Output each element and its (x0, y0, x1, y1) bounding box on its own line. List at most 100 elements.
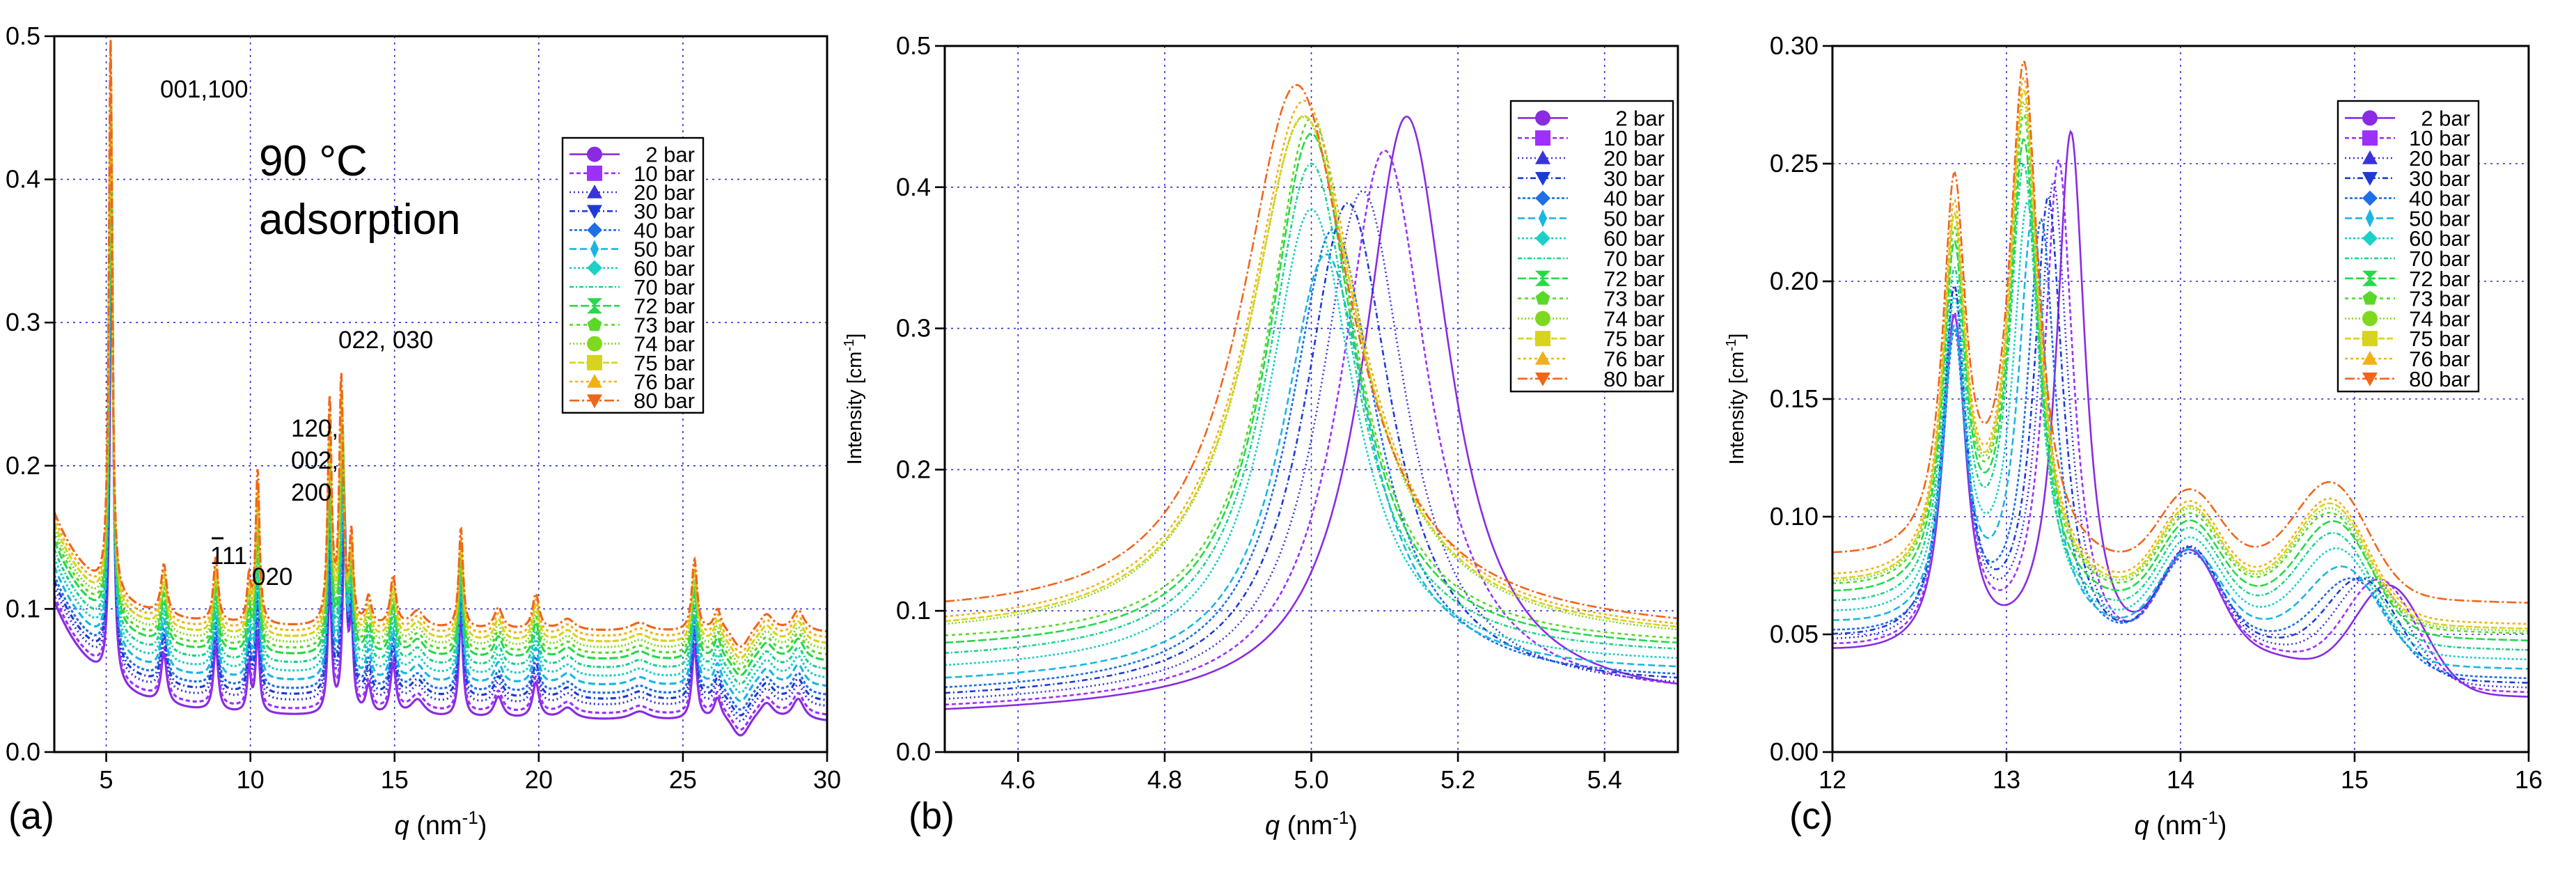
panel-c: 12 13 14 15 16 0.00 0.05 0.10 0.15 0.20 0.25 0.30 q … (1724, 31, 2543, 840)
series-line-80-bar (944, 84, 1679, 620)
x-axis-label-q: q (395, 811, 409, 840)
legend-marker (2362, 311, 2378, 327)
legend-label: 76 bar (2409, 347, 2470, 371)
peak-annotation: 022, 030 (338, 327, 433, 354)
y-tick-label: 0.1 (6, 594, 40, 623)
legend-marker (2362, 331, 2378, 347)
series-line-74-bar (1832, 101, 2529, 632)
series-line-73-bar (53, 90, 827, 671)
x-axis-label: q (nm-1) (395, 807, 487, 840)
series-line-40-bar (1832, 217, 2529, 680)
condition-temperature: 90 °C (259, 137, 368, 185)
legend-marker (587, 260, 602, 276)
legend-label: 2 bar (2421, 106, 2470, 130)
y-axis-label-text: Intensity [cm (1726, 352, 1748, 465)
legend-label: 10 bar (2409, 126, 2470, 150)
x-axis-label-sup: -1 (462, 807, 478, 828)
y-tick-label: 0.05 (1770, 620, 1819, 648)
legend-label: 50 bar (634, 237, 695, 262)
series-line-75-bar (944, 114, 1679, 628)
legend-label: 74 bar (634, 332, 695, 357)
y-tick-label: 0.5 (896, 31, 931, 60)
legend-label: 60 bar (2409, 226, 2470, 251)
series-line-2-bar (53, 203, 828, 737)
series-line-50-bar (1832, 215, 2529, 670)
series-line-70-bar (1832, 163, 2529, 651)
series-line-75-bar (53, 63, 828, 659)
legend-marker (2362, 290, 2378, 305)
peak-annotation: 120, (291, 415, 338, 442)
legend-label: 20 bar (2409, 146, 2470, 171)
peak-annotation: 020 (252, 563, 292, 590)
y-tick-label: 0.20 (1770, 267, 1819, 295)
legend-label: 10 bar (1603, 126, 1665, 150)
legend-label: 72 bar (634, 294, 695, 318)
series-line-40-bar (944, 228, 1679, 689)
legend-marker (1535, 190, 1550, 206)
legend-label: 75 bar (1603, 327, 1665, 351)
legend-label: 75 bar (634, 351, 695, 375)
legend-label: 73 bar (1603, 287, 1665, 311)
legend-marker (1535, 331, 1550, 347)
legend-marker (590, 240, 599, 258)
y-tick-label: 0.4 (896, 173, 931, 201)
series-line-74-bar (53, 77, 828, 665)
series-line-30-bar (1832, 194, 2529, 684)
y-tick-label: 0.30 (1770, 31, 1819, 60)
series-line-76-bar (53, 50, 828, 654)
legend-marker (2362, 351, 2378, 365)
series-line-60-bar (53, 125, 827, 694)
legend-label: 72 bar (1603, 267, 1665, 291)
x-tick-label: 4.6 (1000, 765, 1035, 794)
legend-label: 30 bar (1603, 166, 1665, 191)
series-line-50-bar (944, 253, 1679, 679)
legend-label: 73 bar (634, 313, 695, 337)
legend-marker (1535, 130, 1550, 146)
legend-marker (1535, 311, 1550, 327)
x-axis-label-text: (nm (1280, 811, 1333, 840)
x-tick-label: 5.4 (1587, 765, 1622, 794)
legend-marker (2362, 130, 2378, 146)
series-line-40-bar (53, 156, 828, 711)
panel-label: (a) (8, 795, 54, 837)
legend-marker (2362, 150, 2378, 164)
x-tick-label: 15 (2341, 765, 2369, 794)
legend-label: 75 bar (2409, 327, 2470, 351)
legend-marker (587, 354, 602, 370)
y-tick-label: 0.3 (6, 308, 40, 336)
legend-marker (587, 146, 602, 162)
x-axis-label-close: ) (478, 811, 487, 840)
legend-marker (1535, 172, 1550, 186)
y-tick-label: 0.15 (1770, 384, 1819, 413)
legend-marker (2365, 209, 2375, 228)
legend-marker (587, 336, 602, 352)
y-tick-label: 0.10 (1770, 502, 1819, 531)
legend-marker (1535, 251, 1550, 266)
x-tick-label: 20 (525, 765, 553, 794)
legend-label: 40 bar (2409, 187, 2470, 211)
series-line-10-bar (53, 194, 828, 731)
legend-marker (2362, 110, 2378, 126)
y-tick-label: 0.2 (6, 451, 40, 480)
y-axis-label-sup: -1 (1724, 339, 1739, 352)
series-line-30-bar (53, 171, 827, 717)
series-line-60-bar (1832, 200, 2529, 661)
legend-marker (587, 165, 602, 181)
series-line-75-bar (1832, 89, 2529, 630)
peak-annotation: 002, (291, 447, 338, 474)
legend-label: 70 bar (1603, 247, 1665, 271)
series-line-20-bar (1832, 180, 2529, 689)
y-axis-label: Intensity [cm-1] (1724, 334, 1748, 465)
series-line-80-bar (1832, 60, 2529, 604)
legend-label: 2 bar (1615, 106, 1665, 130)
legend-marker (587, 394, 602, 409)
legend-label: 70 bar (634, 275, 695, 299)
legend-marker (1535, 150, 1550, 164)
y-tick-label: 0.4 (6, 165, 40, 194)
legend-label: 40 bar (634, 218, 695, 242)
legend-label: 80 bar (634, 389, 695, 413)
